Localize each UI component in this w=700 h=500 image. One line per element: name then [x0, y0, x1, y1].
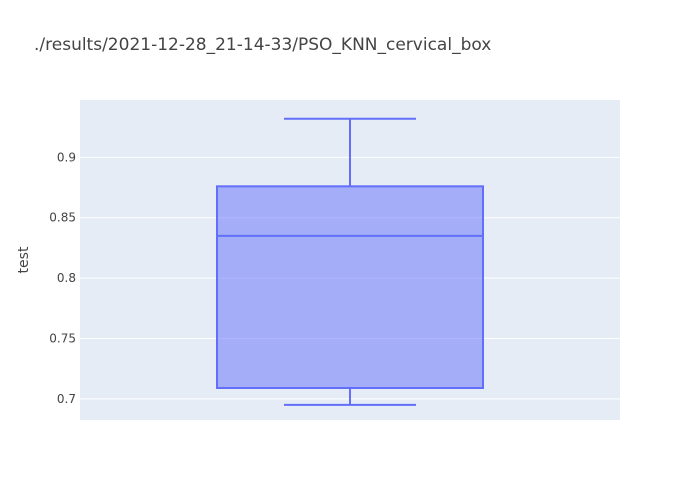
chart-title: ./results/2021-12-28_21-14-33/PSO_KNN_ce…: [34, 35, 491, 55]
y-axis-label: test: [16, 246, 32, 273]
box-trace[interactable]: [216, 117, 484, 406]
y-axis-ticks: 0.7 0.75 0.8 0.85 0.9: [49, 150, 76, 406]
iqr-box: [216, 185, 484, 389]
y-tick-label: 0.7: [57, 392, 76, 406]
y-tick-label: 0.9: [57, 150, 76, 164]
y-tick-label: 0.8: [57, 271, 76, 285]
y-tick-label: 0.85: [49, 211, 76, 225]
y-tick-label: 0.75: [49, 331, 76, 345]
